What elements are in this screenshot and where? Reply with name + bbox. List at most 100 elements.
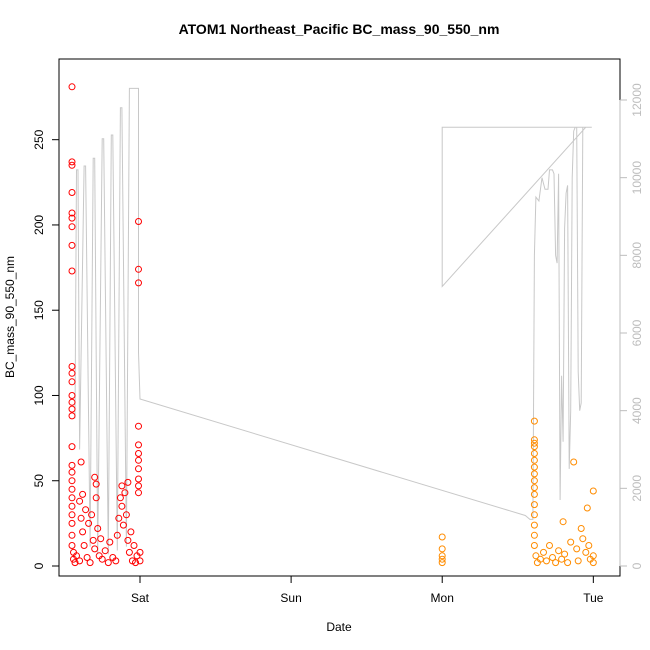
- data-point: [68, 214, 76, 222]
- data-point: [543, 557, 550, 565]
- data-point: [68, 392, 76, 399]
- y2-tick-label: 10000: [630, 161, 644, 195]
- data-point: [71, 559, 79, 567]
- data-point: [68, 378, 76, 386]
- data-point: [530, 463, 538, 471]
- y-axis-label: BC_mass_90_550_nm: [3, 256, 17, 378]
- data-point: [83, 554, 91, 561]
- data-point: [68, 443, 76, 451]
- x-tick-label: Mon: [431, 591, 454, 605]
- data-point: [530, 436, 538, 444]
- data-point: [112, 557, 120, 565]
- data-point: [125, 548, 133, 556]
- data-point: [532, 552, 540, 560]
- data-point: [530, 521, 538, 529]
- data-point: [68, 369, 76, 377]
- data-point: [73, 552, 80, 560]
- data-point: [68, 502, 76, 510]
- data-point: [555, 547, 563, 555]
- data-point: [579, 535, 587, 543]
- y-tick-label: 150: [32, 300, 46, 320]
- data-point: [76, 497, 84, 505]
- data-point: [570, 458, 578, 466]
- x-tick-label: Sat: [131, 591, 150, 605]
- data-point: [546, 542, 553, 549]
- data-point: [577, 525, 585, 532]
- data-point: [589, 559, 597, 567]
- data-point: [68, 223, 76, 231]
- data-point: [68, 363, 76, 370]
- data-point: [135, 465, 142, 473]
- data-point: [573, 545, 581, 553]
- data-point: [530, 511, 538, 519]
- data-point: [135, 265, 142, 273]
- data-point: [92, 480, 100, 488]
- data-point: [68, 461, 76, 469]
- data-point: [68, 405, 76, 413]
- data-point: [68, 189, 76, 196]
- data-point: [106, 538, 114, 546]
- data-point: [530, 477, 538, 485]
- data-point: [68, 477, 76, 485]
- data-point: [589, 487, 597, 495]
- data-point: [68, 519, 76, 527]
- data-point: [91, 473, 99, 481]
- data-point: [92, 494, 100, 502]
- data-point: [68, 209, 76, 217]
- data-point: [559, 518, 567, 526]
- data-point: [68, 494, 76, 502]
- data-point: [135, 422, 142, 430]
- y-tick-label: 50: [32, 474, 46, 488]
- data-point: [561, 550, 569, 558]
- data-point: [585, 542, 593, 549]
- data-point: [68, 485, 76, 493]
- data-point: [124, 536, 132, 544]
- data-point: [68, 161, 76, 169]
- data-point: [79, 490, 87, 498]
- x-tick-label: Sun: [280, 591, 301, 605]
- altitude-line-group: [74, 87, 592, 555]
- data-point: [530, 456, 538, 464]
- data-point: [121, 489, 129, 497]
- y-tick-label: 100: [32, 385, 46, 405]
- data-point: [115, 514, 123, 522]
- data-point: [80, 542, 88, 549]
- data-point: [88, 511, 96, 519]
- data-point: [135, 218, 142, 225]
- data-point: [567, 538, 575, 546]
- y-tick-label: 0: [32, 562, 46, 569]
- data-point: [113, 531, 121, 539]
- data-point: [68, 398, 76, 406]
- data-point: [68, 158, 76, 166]
- data-point: [438, 559, 446, 567]
- data-point: [135, 489, 142, 497]
- data-point: [530, 501, 538, 509]
- data-point: [91, 545, 99, 553]
- data-point: [530, 417, 538, 425]
- data-point: [122, 511, 130, 519]
- data-point: [135, 441, 142, 449]
- data-point: [77, 514, 85, 522]
- data-point: [85, 519, 93, 527]
- data-point: [540, 548, 547, 556]
- data-point: [530, 450, 538, 457]
- data-point: [118, 502, 126, 510]
- altitude-line: [74, 87, 592, 555]
- data-point: [119, 521, 127, 529]
- data-point: [135, 279, 142, 287]
- chart-title: ATOM1 Northeast_Pacific BC_mass_90_550_n…: [179, 21, 500, 37]
- data-point: [130, 542, 138, 549]
- data-point: [68, 542, 76, 549]
- data-points-group: [68, 83, 597, 567]
- data-point: [68, 531, 76, 539]
- data-point: [574, 557, 582, 565]
- x-axis-label: Date: [326, 620, 352, 634]
- y-tick-label: 250: [32, 129, 46, 149]
- data-point: [135, 450, 142, 457]
- y2-tick-label: 6000: [630, 319, 644, 346]
- y2-tick-label: 0: [630, 562, 644, 569]
- data-point: [530, 470, 538, 478]
- data-point: [530, 531, 538, 539]
- data-point: [68, 412, 76, 420]
